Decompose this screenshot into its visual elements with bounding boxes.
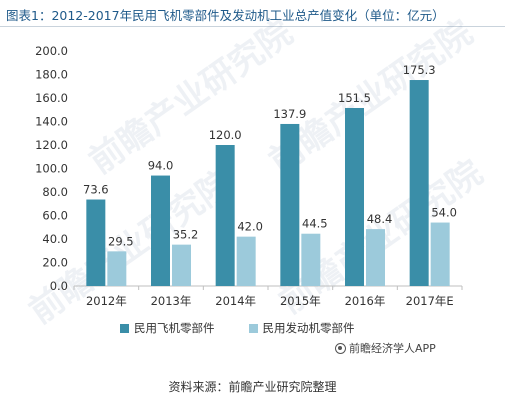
- bar-series1: [215, 145, 235, 286]
- source-note: 资料来源：前瞻产业研究院整理: [168, 380, 337, 394]
- bar-series2: [172, 244, 191, 286]
- y-tick-label: 60.0: [42, 209, 68, 223]
- legend-label-series1: 民用飞机零部件: [134, 321, 215, 335]
- app-logo-icon: [335, 342, 346, 354]
- y-tick-label: 140.0: [35, 115, 68, 129]
- y-tick-label: 20.0: [42, 256, 68, 270]
- bar-chart: 0.0 20.0 40.0 60.0 80.0 100.0 120.0 140.0 160.0 1…: [35, 44, 463, 308]
- bar-series2: [430, 222, 450, 286]
- bar-series2: [107, 251, 127, 286]
- data-label: 137.9: [273, 107, 306, 121]
- bar-series1: [409, 80, 429, 287]
- y-tick-label: 120.0: [35, 138, 68, 152]
- title-divider: [0, 26, 505, 27]
- legend-swatch-series1: [120, 323, 129, 333]
- credit: 前瞻经济学人APP: [335, 340, 436, 356]
- data-label: 94.0: [148, 159, 174, 173]
- x-tick-label: 2012年: [86, 294, 127, 308]
- data-label: 29.5: [108, 234, 134, 248]
- credit-text: 前瞻经济学人APP: [349, 342, 436, 355]
- x-tick-label: 2016年: [345, 294, 386, 308]
- data-label: 151.5: [338, 91, 371, 105]
- legend-label-series2: 民用发动机零部件: [262, 321, 355, 335]
- legend-item-series2: 民用发动机零部件: [248, 320, 355, 336]
- chart-title: 图表1：2012-2017年民用飞机零部件及发动机工业总产值变化（单位：亿元）: [6, 8, 445, 23]
- legend-item-series1: 民用飞机零部件: [120, 320, 215, 336]
- x-tick-label: 2015年: [280, 294, 321, 308]
- y-tick-label: 160.0: [35, 91, 68, 105]
- y-tick-label: 80.0: [42, 185, 68, 199]
- bar-series1: [86, 199, 106, 286]
- data-label: 175.3: [403, 63, 436, 77]
- legend: 民用飞机零部件 民用发动机零部件: [120, 320, 389, 336]
- y-tick-label: 40.0: [42, 232, 68, 246]
- data-label: 120.0: [209, 128, 242, 142]
- bar-series1: [151, 175, 170, 286]
- bar-series2: [236, 236, 256, 286]
- data-label: 48.4: [367, 212, 393, 226]
- legend-swatch-series2: [248, 323, 258, 333]
- y-tick-label: 180.0: [35, 68, 68, 82]
- data-label: 35.2: [173, 228, 199, 242]
- bar-series1: [345, 107, 364, 286]
- bar-series2: [366, 229, 385, 286]
- x-tick-label: 2013年: [151, 294, 192, 308]
- data-label: 42.0: [237, 220, 263, 234]
- y-tick-label: 0.0: [50, 279, 68, 293]
- x-tick-label: 2014年: [215, 294, 256, 308]
- data-label: 73.6: [83, 183, 109, 197]
- y-tick-label: 200.0: [35, 44, 68, 58]
- x-tick-label: 2017年E: [406, 294, 454, 308]
- y-tick-label: 100.0: [35, 162, 68, 176]
- data-label: 54.0: [431, 206, 457, 220]
- bar-series2: [301, 233, 321, 286]
- bar-series1: [280, 123, 300, 286]
- data-label: 44.5: [302, 217, 328, 231]
